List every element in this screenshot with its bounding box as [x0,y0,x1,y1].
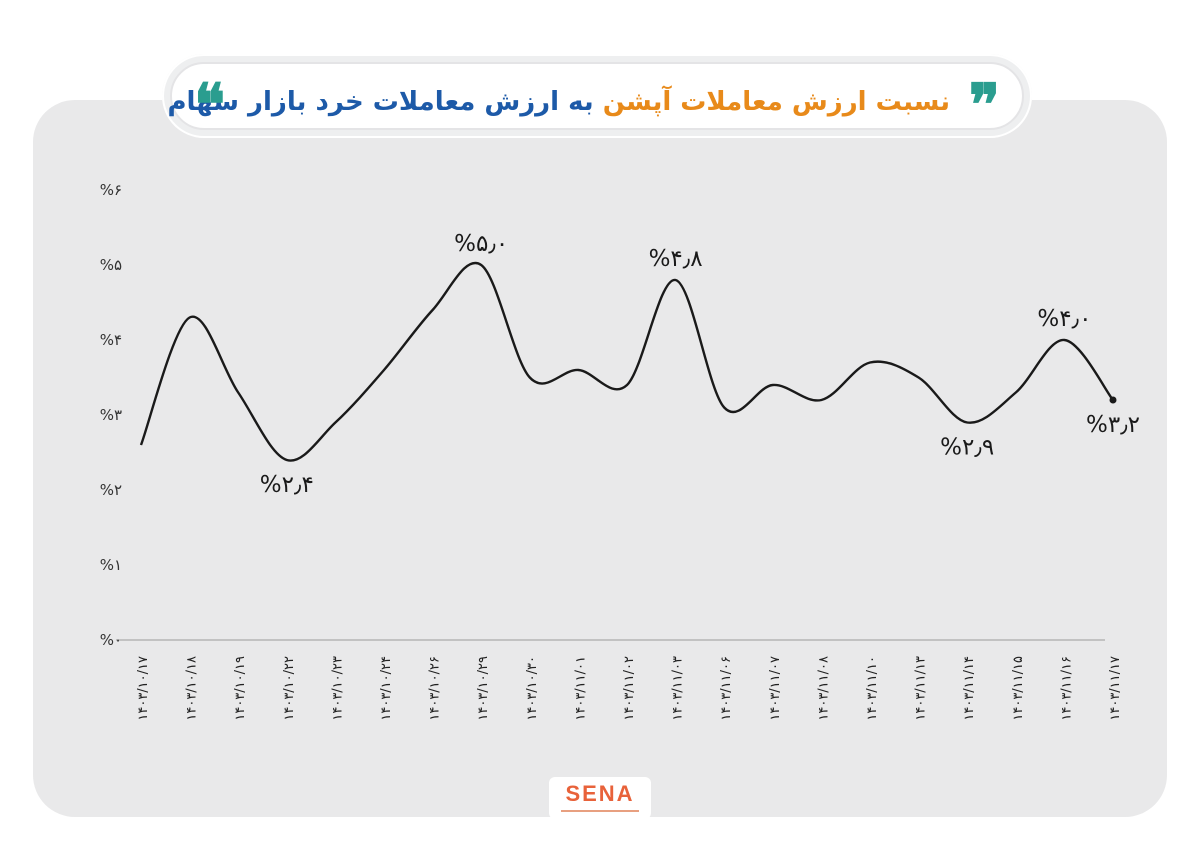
x-tick-label: ۱۴۰۳/۱۱/۰۱ [573,656,588,721]
x-tick-label: ۱۴۰۳/۱۱/۱۵ [1011,656,1026,721]
y-tick-label: %۱ [100,556,122,574]
x-tick-label: ۱۴۰۳/۱۰/۲۳ [330,656,345,721]
data-label: %۴٫۰ [1037,306,1091,332]
title-banner: ❞ نسبت ارزش معاملات آپشن به ارزش معاملات… [162,54,1032,138]
x-tick-label: ۱۴۰۳/۱۰/۳۰ [525,656,540,721]
chart-card [33,100,1167,817]
series-line [139,261,1114,462]
x-tick-label: ۱۴۰۳/۱۱/۰۳ [671,656,686,721]
quote-open-icon: ❞ [968,71,1000,139]
logo-underline [561,810,639,812]
data-label: %۳٫۲ [1086,412,1140,438]
x-tick-label: ۱۴۰۳/۱۱/۰۲ [622,656,637,721]
x-tick-label: ۱۴۰۳/۱۱/۱۴ [962,656,977,721]
end-point-marker [1109,396,1117,404]
title-part-blue: به ارزش معاملات خرد بازار سهام [167,87,594,117]
y-tick-label: %۳ [100,406,122,424]
x-tick-label: ۱۴۰۳/۱۰/۱۸ [185,656,200,721]
x-tick-label: ۱۴۰۳/۱۱/۱۶ [1059,656,1074,721]
y-tick-label: %۶ [100,181,122,199]
x-tick-label: ۱۴۰۳/۱۱/۱۷ [1108,656,1123,721]
x-tick-label: ۱۴۰۳/۱۰/۲۴ [379,656,394,721]
x-tick-label: ۱۴۰۳/۱۱/۱۰ [865,656,880,721]
x-tick-label: ۱۴۰۳/۱۱/۰۷ [768,656,783,721]
data-label: %۲٫۴ [260,472,314,498]
data-label: %۴٫۸ [649,246,703,272]
x-tick-label: ۱۴۰۳/۱۱/۱۳ [914,656,929,721]
sena-logo: SENA [549,777,651,819]
x-tick-label: ۱۴۰۳/۱۰/۱۹ [233,656,248,721]
x-tick-label: ۱۴۰۳/۱۰/۲۲ [282,656,297,721]
x-tick-label: ۱۴۰۳/۱۰/۲۶ [428,656,443,721]
data-label: %۲٫۹ [940,435,994,461]
x-tick-label: ۱۴۰۳/۱۱/۰۸ [816,656,831,721]
x-tick-label: ۱۴۰۳/۱۰/۱۷ [136,656,151,721]
quote-close-icon: ❝ [194,71,226,139]
title-banner-inner: ❞ نسبت ارزش معاملات آپشن به ارزش معاملات… [167,62,1024,134]
y-tick-label: %۰ [100,631,122,649]
y-tick-label: %۴ [100,331,122,349]
y-tick-label: %۲ [100,481,122,499]
data-label: %۵٫۰ [454,231,508,257]
logo-text: SENA [565,781,635,806]
y-tick-label: %۵ [100,256,122,274]
x-tick-label: ۱۴۰۳/۱۰/۲۹ [476,656,491,721]
title-part-orange: نسبت ارزش معاملات آپشن [602,87,950,117]
x-tick-label: ۱۴۰۳/۱۱/۰۶ [719,656,734,721]
chart-title: نسبت ارزش معاملات آپشن به ارزش معاملات خ… [167,84,950,120]
